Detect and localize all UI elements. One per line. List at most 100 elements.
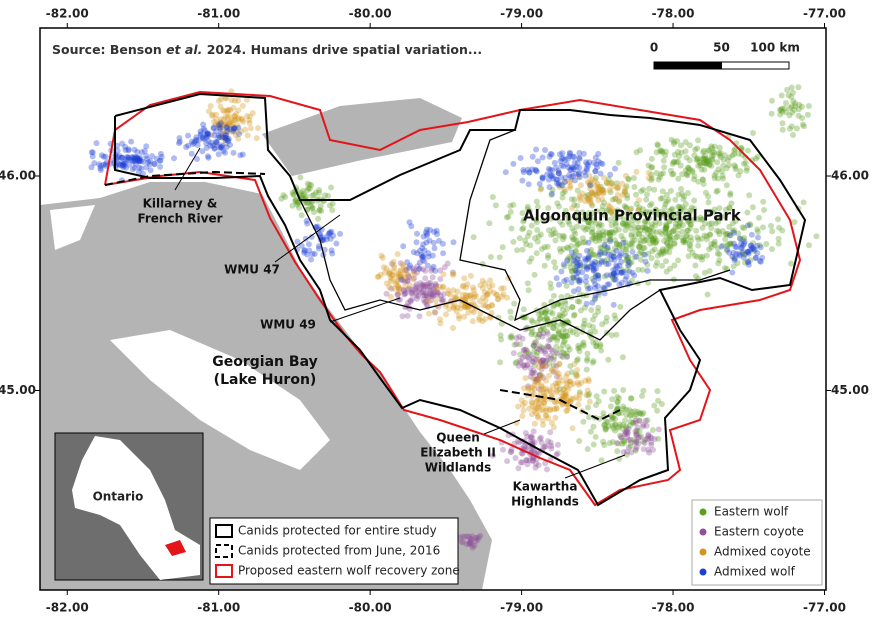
- observation: [568, 268, 575, 275]
- observation: [556, 386, 563, 392]
- observation: [798, 103, 805, 110]
- observation: [573, 212, 580, 219]
- observation: [529, 403, 536, 410]
- observation: [752, 254, 759, 261]
- observation: [314, 223, 321, 230]
- observation: [612, 266, 619, 273]
- observation: [638, 248, 645, 255]
- observation: [414, 284, 420, 291]
- observation: [586, 180, 593, 187]
- observation: [561, 395, 567, 402]
- observation: [204, 130, 211, 137]
- observation: [571, 196, 578, 203]
- place-label: Georgian Bay: [212, 354, 317, 370]
- observation: [605, 356, 612, 363]
- observation: [480, 294, 487, 301]
- observation: [588, 251, 595, 258]
- observation: [558, 302, 565, 309]
- observation: [542, 412, 549, 419]
- observation: [585, 255, 592, 262]
- observation: [220, 121, 227, 128]
- observation: [693, 227, 700, 234]
- observation: [714, 187, 721, 194]
- observation: [521, 364, 528, 371]
- observation: [731, 147, 738, 154]
- observation: [235, 115, 242, 122]
- observation: [640, 446, 647, 453]
- observation: [710, 152, 717, 159]
- observation: [553, 383, 560, 390]
- observation: [610, 267, 617, 273]
- observation: [629, 269, 636, 276]
- observation: [560, 232, 567, 239]
- observation: [724, 230, 731, 237]
- observation: [711, 149, 718, 156]
- observation: [658, 230, 665, 237]
- observation: [542, 358, 549, 365]
- observation: [679, 204, 686, 211]
- observation: [535, 356, 542, 363]
- observation: [608, 252, 615, 259]
- observation: [477, 532, 484, 539]
- observation: [143, 152, 150, 159]
- observation: [535, 334, 541, 341]
- observation: [415, 293, 422, 300]
- observation: [560, 163, 567, 170]
- observation: [709, 155, 716, 162]
- observation: [622, 227, 629, 234]
- observation: [537, 434, 544, 441]
- observation: [591, 252, 598, 258]
- observation: [530, 457, 536, 464]
- observation: [703, 160, 710, 167]
- observation: [730, 249, 737, 256]
- observation: [135, 155, 141, 162]
- observation: [446, 306, 452, 312]
- legend-label: Eastern wolf: [714, 505, 789, 519]
- observation: [532, 331, 539, 338]
- observation: [637, 240, 644, 247]
- observation: [528, 331, 535, 338]
- observation: [699, 176, 706, 183]
- observation: [533, 219, 540, 226]
- observation: [246, 117, 253, 124]
- observation: [536, 371, 543, 378]
- observation: [792, 100, 798, 107]
- observation: [623, 273, 630, 280]
- observation: [757, 244, 764, 251]
- observation: [678, 216, 685, 223]
- observation: [507, 202, 514, 209]
- observation: [624, 195, 631, 202]
- observation: [570, 396, 576, 402]
- observation: [623, 427, 630, 434]
- observation: [634, 424, 641, 431]
- observation: [627, 225, 634, 232]
- place-label: WMU 47: [224, 263, 280, 277]
- observation: [738, 245, 744, 252]
- observation: [613, 180, 620, 187]
- observation: [666, 208, 673, 214]
- observation: [507, 448, 514, 455]
- observation: [428, 282, 435, 289]
- observation: [677, 219, 684, 226]
- observation: [665, 242, 672, 249]
- observation: [607, 236, 613, 243]
- observation: [682, 167, 689, 174]
- observation: [134, 154, 141, 161]
- observation: [409, 295, 416, 302]
- observation: [309, 204, 316, 211]
- observation: [624, 448, 630, 455]
- observation: [664, 240, 671, 247]
- x-tick-label: -81.00: [197, 601, 240, 615]
- observation: [523, 457, 530, 463]
- observation: [649, 237, 656, 244]
- observation: [709, 209, 716, 216]
- observation: [473, 538, 479, 545]
- observation: [219, 134, 226, 141]
- observation: [460, 282, 467, 289]
- observation: [621, 203, 628, 209]
- observation: [439, 240, 446, 247]
- observation: [416, 313, 423, 320]
- observation: [673, 159, 680, 166]
- observation: [623, 248, 630, 255]
- x-tick-label: -80.00: [349, 601, 392, 615]
